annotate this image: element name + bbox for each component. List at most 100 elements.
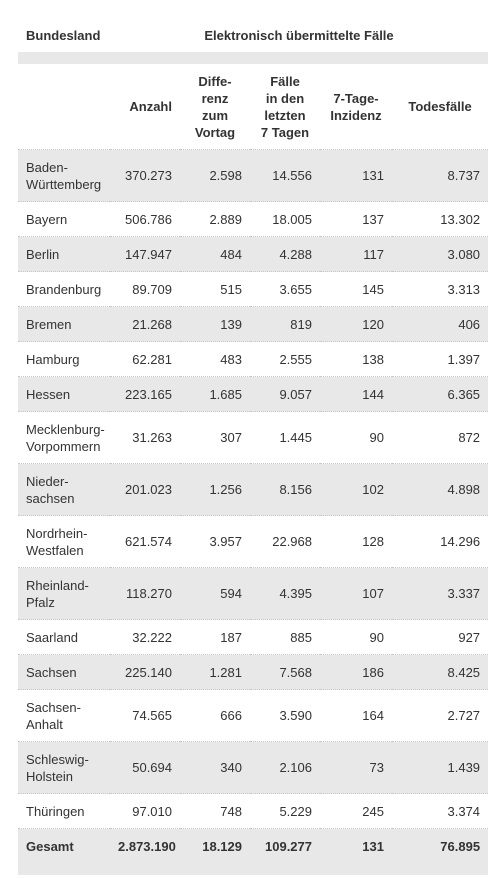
cell: 2.889	[180, 201, 250, 237]
row-label: Bremen	[18, 306, 110, 342]
column-header: Bundesland	[26, 27, 101, 43]
cell: 3.590	[250, 689, 320, 742]
cell: 187	[180, 619, 250, 655]
cell: 102	[320, 463, 392, 516]
cell: 1.445	[250, 411, 320, 464]
cell: 186	[320, 654, 392, 690]
cell: 1.685	[180, 376, 250, 412]
cell: 225.140	[110, 654, 180, 690]
row-label: Sachsen	[18, 654, 110, 690]
cell: 3.374	[392, 793, 489, 829]
cell: 1.439	[392, 741, 489, 794]
column-header: Todesfälle	[408, 99, 472, 114]
cell: 406	[392, 306, 489, 342]
cell: 3.957	[180, 515, 250, 568]
table-row: Sachsen- Anhalt 74.565 666 3.590 164 2.727	[18, 689, 489, 742]
cell: 147.947	[110, 236, 180, 272]
table-row: Bayern 506.786 2.889 18.005 137 13.302	[18, 201, 489, 237]
cell: 201.023	[110, 463, 180, 516]
cell: 3.080	[392, 236, 489, 272]
column-header: Fälle in den letzten 7 Tagen	[260, 73, 310, 140]
cell: 50.694	[110, 741, 180, 794]
column-header-row: Anzahl Diffe- renz zum Vortag Fälle in den…	[18, 64, 488, 150]
cell: 594	[180, 567, 250, 620]
cell: 5.229	[250, 793, 320, 829]
column-header: Anzahl	[129, 99, 172, 114]
cell: 31.263	[110, 411, 180, 464]
row-label: Hamburg	[18, 341, 110, 377]
cell: 3.655	[250, 271, 320, 307]
group-header: Elektronisch übermittelte Fälle	[204, 27, 394, 43]
cell: 76.895	[392, 828, 489, 863]
cell: 144	[320, 376, 392, 412]
table-row: Baden- Württemberg 370.273 2.598 14.556 131 8…	[18, 149, 489, 202]
cell: 74.565	[110, 689, 180, 742]
row-label: Sachsen- Anhalt	[18, 689, 110, 742]
row-label: Berlin	[18, 236, 110, 272]
table-row: Rheinland- Pfalz 118.270 594 4.395 107 3.337	[18, 567, 489, 620]
cell: 14.556	[250, 149, 320, 202]
cell: 22.968	[250, 515, 320, 568]
cell: 4.288	[250, 236, 320, 272]
cell: 666	[180, 689, 250, 742]
table-row: Nordrhein- Westfalen 621.574 3.957 22.968 12…	[18, 515, 489, 568]
table-row: Bremen 21.268 139 819 120 406	[18, 306, 489, 342]
cell: 117	[320, 236, 392, 272]
cell: 120	[320, 306, 392, 342]
cell: 885	[250, 619, 320, 655]
cell: 2.555	[250, 341, 320, 377]
cell: 97.010	[110, 793, 180, 829]
cell: 927	[392, 619, 489, 655]
cell: 2.598	[180, 149, 250, 202]
table-row: Hessen 223.165 1.685 9.057 144 6.365	[18, 376, 489, 412]
row-label: Baden- Württemberg	[18, 149, 110, 202]
cell: 2.873.190	[110, 828, 180, 863]
cell: 145	[320, 271, 392, 307]
cell: 21.268	[110, 306, 180, 342]
cell: 118.270	[110, 567, 180, 620]
group-header-row: Bundesland Elektronisch übermittelte Fäl…	[18, 18, 488, 52]
cell: 1.281	[180, 654, 250, 690]
cell: 18.005	[250, 201, 320, 237]
cell: 370.273	[110, 149, 180, 202]
cell: 621.574	[110, 515, 180, 568]
row-label: Mecklenburg- Vorpommern	[18, 411, 110, 464]
spacer	[18, 863, 489, 875]
row-label: Bayern	[18, 201, 110, 237]
row-label: Brandenburg	[18, 271, 110, 307]
cell: 484	[180, 236, 250, 272]
cell: 138	[320, 341, 392, 377]
table-row: Hamburg 62.281 483 2.555 138 1.397	[18, 341, 489, 377]
row-label: Saarland	[18, 619, 110, 655]
spacer-row	[18, 52, 489, 64]
cell: 8.156	[250, 463, 320, 516]
cell: 1.397	[392, 341, 489, 377]
cell: 107	[320, 567, 392, 620]
row-label: Thüringen	[18, 793, 110, 829]
row-label: Hessen	[18, 376, 110, 412]
table-row: Schleswig- Holstein 50.694 340 2.106 73 1.439	[18, 741, 489, 794]
cell: 18.129	[180, 828, 250, 863]
cell: 4.898	[392, 463, 489, 516]
cell: 872	[392, 411, 489, 464]
table-row: Nieder- sachsen 201.023 1.256 8.156 102 4.898	[18, 463, 489, 516]
column-header-empty	[18, 64, 110, 150]
row-label: Nordrhein- Westfalen	[18, 515, 110, 568]
cell: 8.425	[392, 654, 489, 690]
cell: 90	[320, 619, 392, 655]
cell: 90	[320, 411, 392, 464]
cell: 2.727	[392, 689, 489, 742]
cell: 245	[320, 793, 392, 829]
cell: 515	[180, 271, 250, 307]
spacer-row	[18, 863, 489, 875]
cell: 89.709	[110, 271, 180, 307]
cell: 9.057	[250, 376, 320, 412]
total-row: Gesamt 2.873.190 18.129 109.277 131 76.895	[18, 828, 489, 863]
cell: 748	[180, 793, 250, 829]
cell: 73	[320, 741, 392, 794]
cell: 4.395	[250, 567, 320, 620]
table-row: Berlin 147.947 484 4.288 117 3.080	[18, 236, 489, 272]
column-header: 7-Tage- Inzidenz	[330, 90, 382, 123]
column-header: Diffe- renz zum Vortag	[194, 73, 236, 140]
